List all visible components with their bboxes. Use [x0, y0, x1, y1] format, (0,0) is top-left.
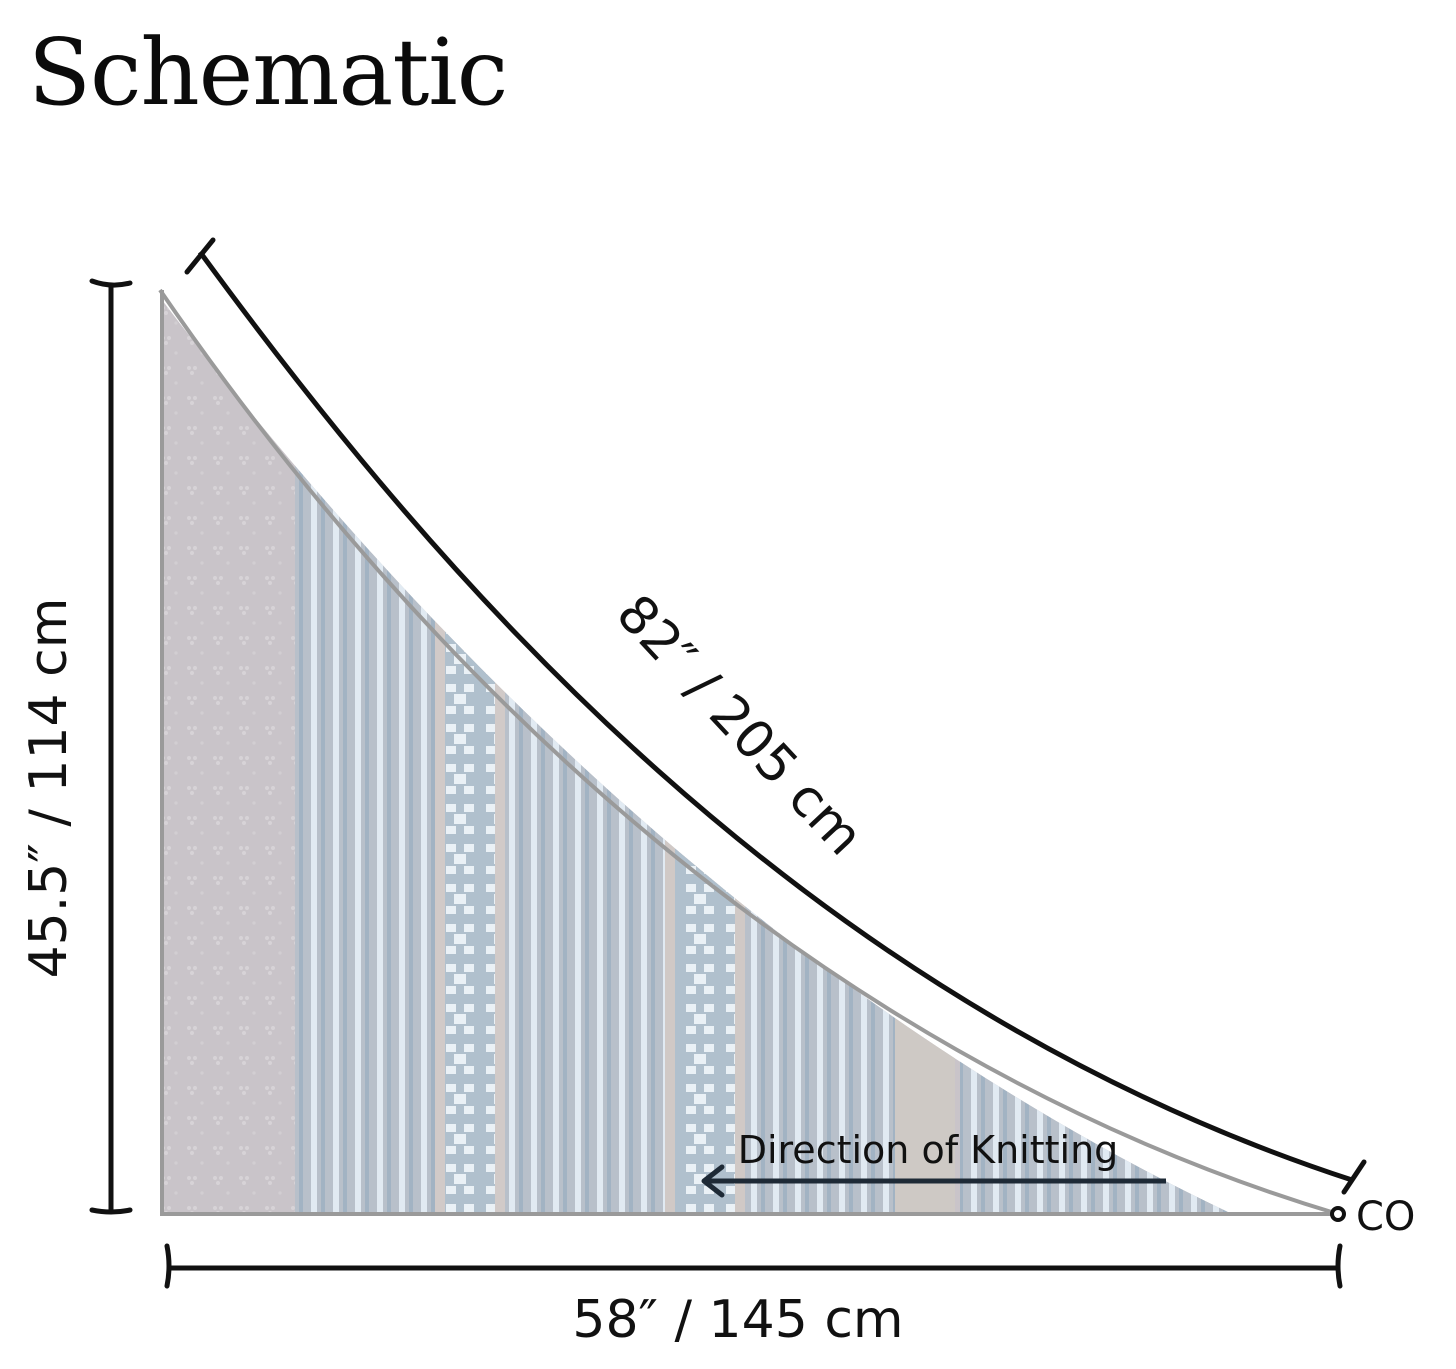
height-label: 45.5″ / 114 cm	[19, 598, 79, 979]
height-dimension-line	[89, 278, 133, 1215]
width-dimension-line	[164, 1243, 1343, 1289]
cast-on-label: CO	[1356, 1194, 1415, 1240]
hypotenuse-dimension-line	[184, 237, 1367, 1195]
cast-on-marker-icon	[1330, 1206, 1346, 1222]
width-label: 58″ / 145 cm	[572, 1290, 903, 1350]
direction-arrow	[701, 1164, 1166, 1198]
page-title: Schematic	[28, 19, 508, 126]
shawl-fabric	[162, 300, 1232, 1214]
shawl-outline	[158, 288, 1339, 1216]
direction-label: Direction of Knitting	[738, 1128, 1119, 1172]
